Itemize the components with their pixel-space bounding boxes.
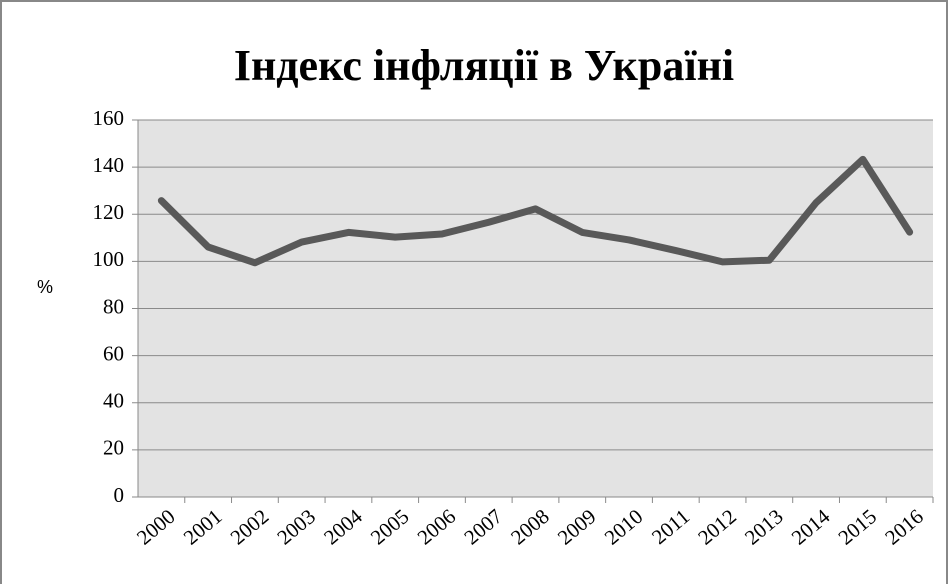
y-axis-label: % xyxy=(37,277,53,297)
y-tick-label: 80 xyxy=(103,294,124,318)
y-tick-label: 60 xyxy=(103,341,124,365)
y-tick-label: 40 xyxy=(103,389,124,413)
data-line xyxy=(157,155,914,267)
y-tick-label: 20 xyxy=(103,436,124,460)
y-tick-label: 120 xyxy=(93,200,125,224)
y-tick-label: 160 xyxy=(93,106,125,130)
y-tick-label: 100 xyxy=(93,247,125,271)
chart-title: Індекс інфляції в Україні xyxy=(234,41,734,90)
y-tick-label: 140 xyxy=(93,153,125,177)
y-tick-label: 0 xyxy=(114,483,125,507)
